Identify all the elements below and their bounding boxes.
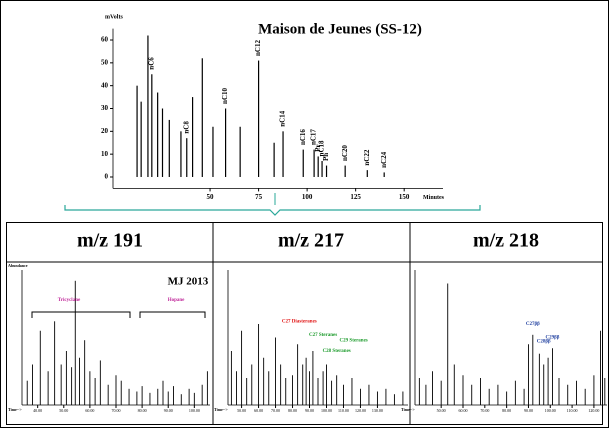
annotation: C28ββ [537,340,551,345]
x-tick-label: 150 [399,193,410,201]
annotation: nC18 [318,140,326,156]
x-tick-label: 50 [207,193,215,201]
y-tick-label: 0 [105,173,109,181]
x-tick-label: 60.00 [459,408,468,413]
x-tick-label: 120.00 [588,408,599,413]
annotation: nC16 [299,129,307,145]
chart-title: m/z 217 [278,230,344,252]
x-tick-label: 70.00 [112,408,121,413]
y-tick-label: 30 [101,104,109,112]
annotation: nC6 [147,57,155,70]
x-tick-label: 60.00 [254,408,263,413]
y-axis-label: Abundance [8,263,28,268]
annotation: C27 Diasteranes [282,319,317,324]
x-tick-label: 80.00 [502,408,511,413]
chart-title: m/z 218 [473,230,539,252]
x-tick-label: 110.00 [338,408,349,413]
y-tick-label: 40 [101,81,109,89]
y-tick-label: 20 [101,127,109,135]
panel-frame [6,222,603,425]
x-tick-label: 50.00 [437,408,446,413]
annotation: C29 Steranes [340,338,368,343]
y-tick-label: 10 [101,150,109,158]
annotation: C29ββ [546,336,560,341]
x-tick-label: 50.00 [237,408,246,413]
chart-subtitle: MJ 2013 [168,276,209,288]
annotation: C27ββ [526,322,540,327]
annotation: Ph [322,153,330,161]
x-tick-label: 40.00 [33,408,42,413]
x-tick-label: 70.00 [480,408,489,413]
annotation: C27 Steranes [309,333,337,338]
x-tick-label: 110.00 [567,408,578,413]
x-axis-label: Time--> [401,407,415,412]
x-axis-label: Minutes [423,195,445,201]
x-tick-label: 130.00 [372,408,383,413]
y-axis-label: mVolts [105,14,123,20]
chart-title: Maison de Jeunes (SS-12) [258,21,422,37]
bracket [64,205,481,216]
annotation: nC12 [254,40,262,56]
chart-title: m/z 191 [77,230,143,252]
annotation: nC20 [341,145,349,161]
annotation: Hopane [168,298,185,303]
x-tick-label: 100.00 [189,408,200,413]
annotation: Pr [314,144,322,151]
annotation: nC24 [380,151,388,167]
x-axis-label: Time--> [214,407,228,412]
x-tick-label: 70.00 [271,408,280,413]
x-tick-label: 50.00 [59,408,68,413]
brace [31,311,206,318]
x-tick-label: 100 [302,193,313,201]
x-tick-label: 75 [255,193,263,201]
annotation: nC8 [182,121,190,134]
x-tick-label: 90.00 [524,408,533,413]
x-tick-label: 90.00 [305,408,314,413]
annotation: nC14 [279,110,287,126]
x-tick-label: 120.00 [355,408,366,413]
annotation: nC10 [221,87,229,103]
annotation: nC22 [363,149,371,165]
y-tick-label: 50 [101,58,109,66]
x-tick-label: 125 [350,193,361,201]
annotation: nC17 [310,129,318,145]
y-tick-label: 60 [101,36,109,44]
x-axis-label: Time--> [8,407,22,412]
annotation: Tricyclane [58,298,81,303]
annotation: C28 Steranes [323,349,351,354]
x-tick-label: 80.00 [288,408,297,413]
x-tick-label: 80.00 [138,408,147,413]
x-tick-label: 100.00 [321,408,332,413]
x-tick-label: 100.00 [545,408,556,413]
x-tick-label: 90.00 [164,408,173,413]
x-tick-label: 60.00 [85,408,94,413]
